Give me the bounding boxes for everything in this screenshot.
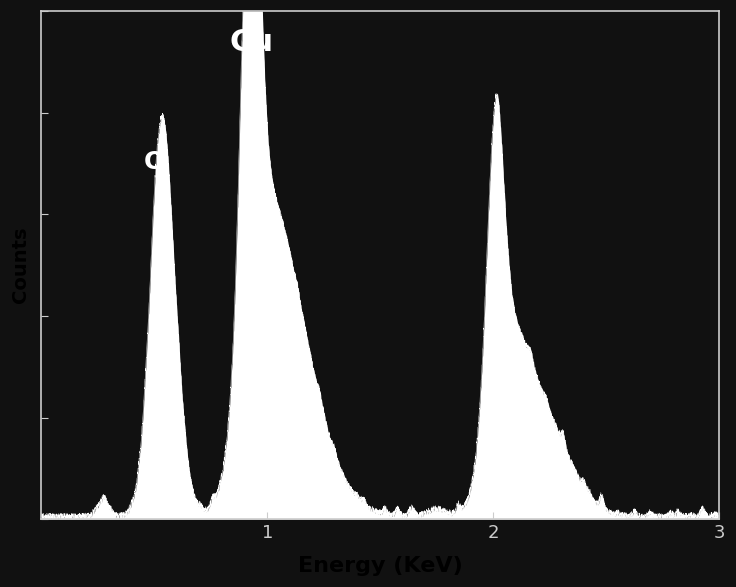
Text: Cu: Cu (230, 28, 273, 57)
X-axis label: Energy (KeV): Energy (KeV) (298, 556, 462, 576)
Text: P: P (486, 211, 505, 235)
Y-axis label: Counts: Counts (11, 227, 30, 303)
Text: O: O (144, 150, 165, 174)
